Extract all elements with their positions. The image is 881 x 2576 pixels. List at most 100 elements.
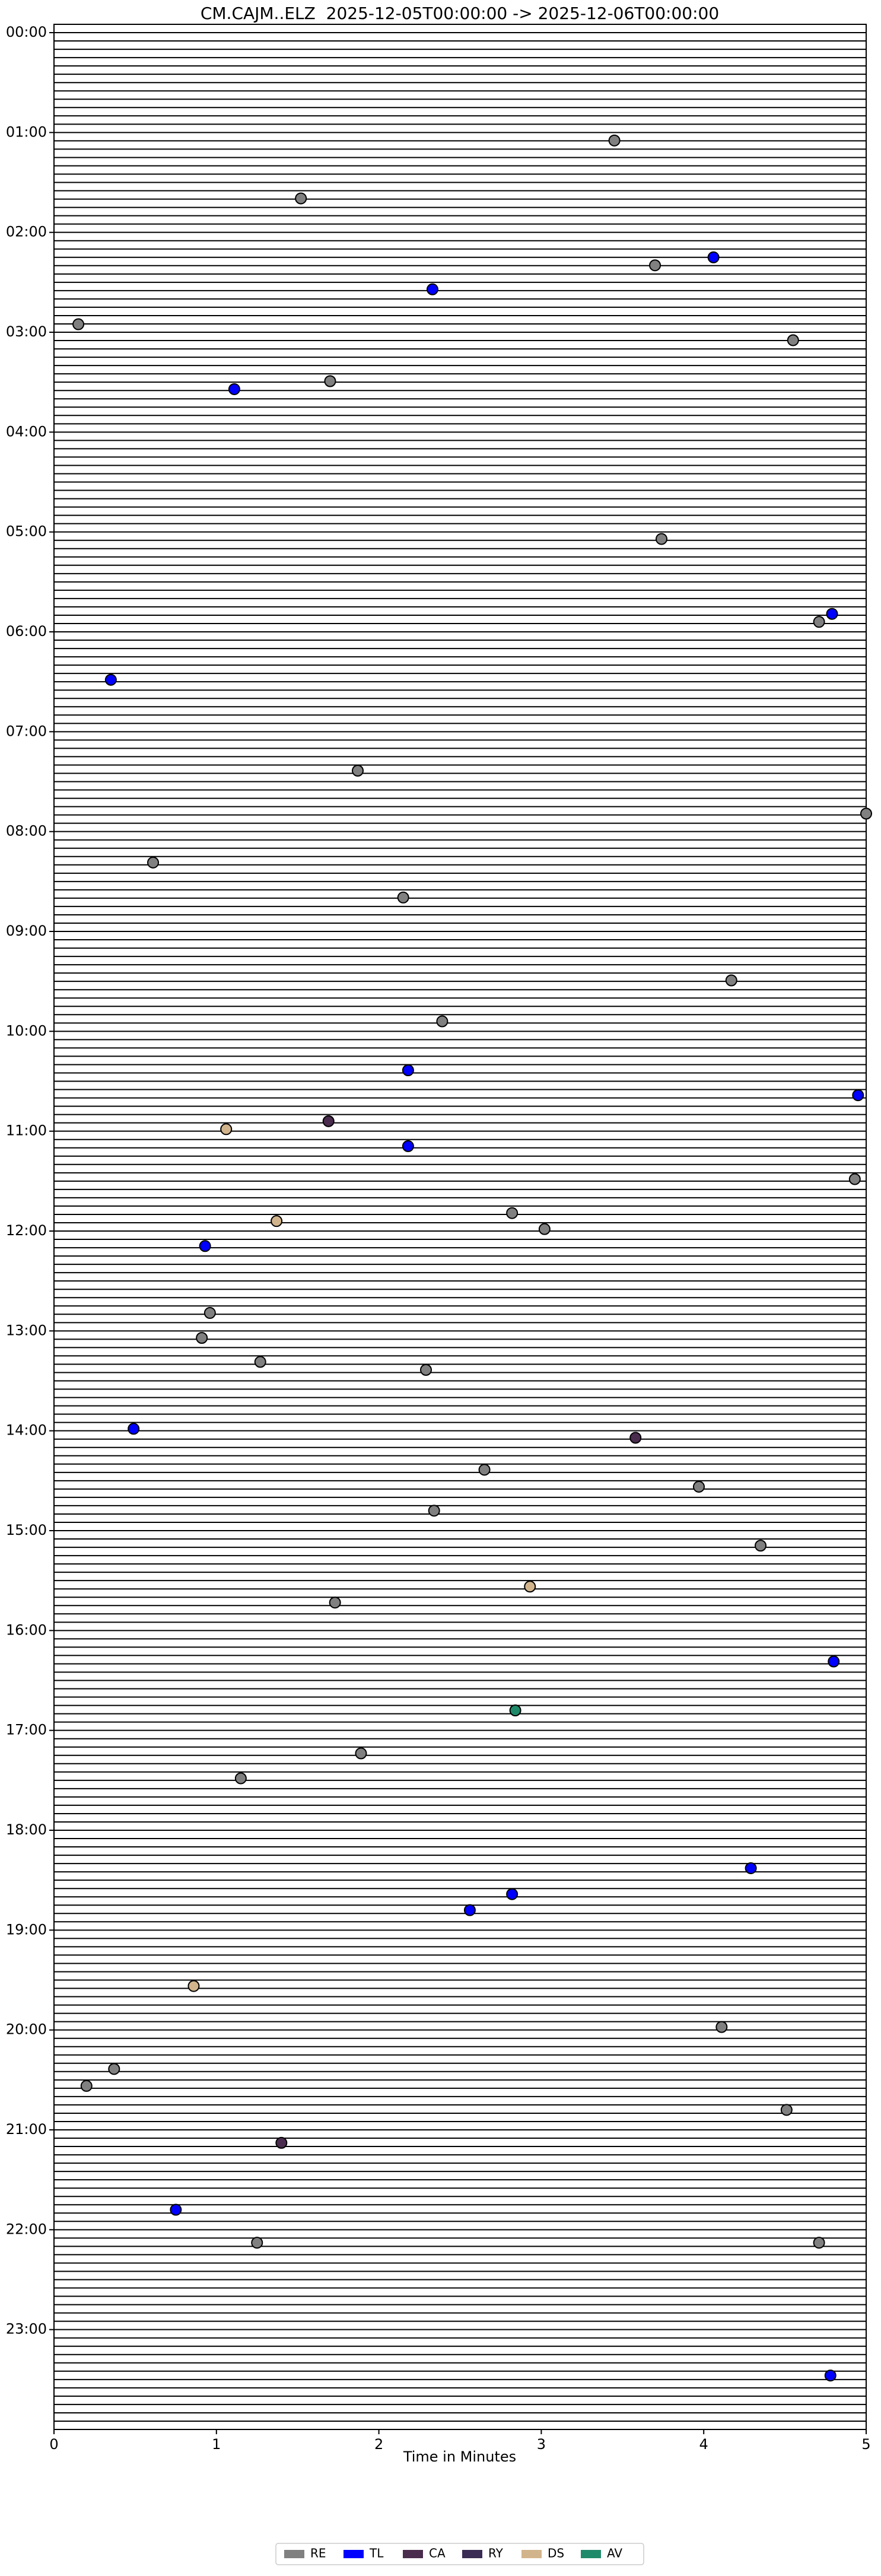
legend-label: RE bbox=[310, 2546, 326, 2561]
y-tick-label: 15:00 bbox=[6, 1522, 47, 1538]
legend-swatch bbox=[344, 2550, 364, 2558]
event-marker bbox=[745, 1862, 757, 1874]
x-tick-label: 0 bbox=[49, 2436, 58, 2453]
x-axis-label: Time in Minutes bbox=[403, 2448, 516, 2465]
legend-label: TL bbox=[369, 2546, 384, 2561]
y-tick-label: 20:00 bbox=[6, 2021, 47, 2038]
event-marker bbox=[848, 1173, 861, 1185]
y-tick-label: 13:00 bbox=[6, 1322, 47, 1338]
legend-label: RY bbox=[488, 2546, 504, 2561]
x-tick-label: 4 bbox=[699, 2436, 708, 2453]
x-tick-label: 3 bbox=[537, 2436, 546, 2453]
event-marker bbox=[199, 1240, 211, 1252]
event-marker bbox=[826, 608, 838, 620]
y-tick-label: 05:00 bbox=[6, 523, 47, 540]
y-tick-label: 08:00 bbox=[6, 823, 47, 839]
event-marker bbox=[251, 2237, 263, 2249]
event-marker bbox=[755, 1540, 767, 1552]
event-marker bbox=[108, 2063, 120, 2075]
event-marker bbox=[478, 1464, 491, 1476]
legend-label: DS bbox=[548, 2546, 564, 2561]
event-marker bbox=[271, 1215, 283, 1227]
event-marker bbox=[203, 1307, 216, 1319]
event-marker bbox=[692, 1480, 705, 1493]
event-marker bbox=[813, 616, 825, 628]
event-marker bbox=[128, 1423, 140, 1435]
event-marker bbox=[170, 2203, 182, 2216]
legend-swatch bbox=[581, 2550, 601, 2558]
legend-swatch bbox=[521, 2550, 542, 2558]
y-tick-label: 10:00 bbox=[6, 1022, 47, 1039]
event-marker bbox=[656, 533, 668, 545]
y-tick-label: 01:00 bbox=[6, 123, 47, 140]
plot-frame bbox=[53, 24, 867, 2430]
legend-label: AV bbox=[607, 2546, 622, 2561]
y-tick-label: 16:00 bbox=[6, 1621, 47, 1638]
event-marker bbox=[852, 1089, 864, 1102]
y-tick-label: 06:00 bbox=[6, 623, 47, 640]
event-marker bbox=[787, 334, 799, 346]
event-marker bbox=[506, 1888, 519, 1900]
event-marker bbox=[426, 283, 438, 295]
legend-swatch bbox=[403, 2550, 423, 2558]
event-marker bbox=[608, 134, 621, 147]
x-tick-label: 2 bbox=[374, 2436, 383, 2453]
event-marker bbox=[220, 1123, 233, 1136]
event-marker bbox=[649, 259, 661, 272]
event-marker bbox=[428, 1505, 440, 1517]
y-tick-label: 11:00 bbox=[6, 1122, 47, 1139]
event-marker bbox=[329, 1597, 341, 1609]
event-marker bbox=[506, 1207, 519, 1219]
event-marker bbox=[436, 1015, 449, 1028]
event-marker bbox=[860, 807, 872, 820]
event-marker bbox=[104, 673, 117, 686]
event-marker bbox=[397, 891, 409, 904]
event-marker bbox=[725, 974, 737, 987]
event-marker bbox=[234, 1772, 247, 1785]
event-marker bbox=[402, 1064, 414, 1076]
event-marker bbox=[715, 2021, 728, 2033]
y-tick-label: 02:00 bbox=[6, 224, 47, 240]
y-tick-label: 17:00 bbox=[6, 1722, 47, 1738]
x-tick-label: 5 bbox=[861, 2436, 870, 2453]
y-tick-label: 21:00 bbox=[6, 2121, 47, 2138]
y-tick-label: 14:00 bbox=[6, 1422, 47, 1439]
event-marker bbox=[228, 383, 240, 395]
event-marker bbox=[524, 1580, 536, 1593]
legend-label: CA bbox=[429, 2546, 446, 2561]
event-marker bbox=[828, 1655, 840, 1668]
event-marker bbox=[352, 764, 364, 777]
event-marker bbox=[420, 1363, 432, 1376]
y-tick-label: 23:00 bbox=[6, 2321, 47, 2338]
event-marker bbox=[324, 375, 336, 387]
event-marker bbox=[629, 1432, 642, 1444]
event-marker bbox=[813, 2237, 825, 2249]
y-tick-label: 19:00 bbox=[6, 1921, 47, 1938]
event-marker bbox=[322, 1115, 335, 1127]
event-marker bbox=[254, 1356, 266, 1368]
y-tick-label: 00:00 bbox=[6, 24, 47, 40]
legend-swatch bbox=[284, 2550, 304, 2558]
y-tick-label: 18:00 bbox=[6, 1821, 47, 1838]
event-marker bbox=[463, 1904, 476, 1916]
event-marker bbox=[355, 1747, 367, 1760]
event-marker bbox=[80, 2079, 93, 2092]
y-tick-label: 03:00 bbox=[6, 323, 47, 340]
y-tick-label: 12:00 bbox=[6, 1222, 47, 1239]
y-tick-label: 04:00 bbox=[6, 423, 47, 440]
legend-box bbox=[275, 2543, 644, 2565]
event-marker bbox=[509, 1704, 521, 1717]
event-marker bbox=[538, 1223, 551, 1235]
y-tick-label: 07:00 bbox=[6, 723, 47, 739]
event-marker bbox=[780, 2104, 793, 2116]
event-marker bbox=[402, 1140, 414, 1152]
y-tick-label: 22:00 bbox=[6, 2221, 47, 2237]
y-tick-label: 09:00 bbox=[6, 923, 47, 939]
event-marker bbox=[707, 251, 720, 263]
event-marker bbox=[187, 1980, 200, 1992]
x-tick-label: 1 bbox=[212, 2436, 221, 2453]
event-marker bbox=[72, 318, 85, 330]
traces bbox=[54, 32, 866, 2422]
